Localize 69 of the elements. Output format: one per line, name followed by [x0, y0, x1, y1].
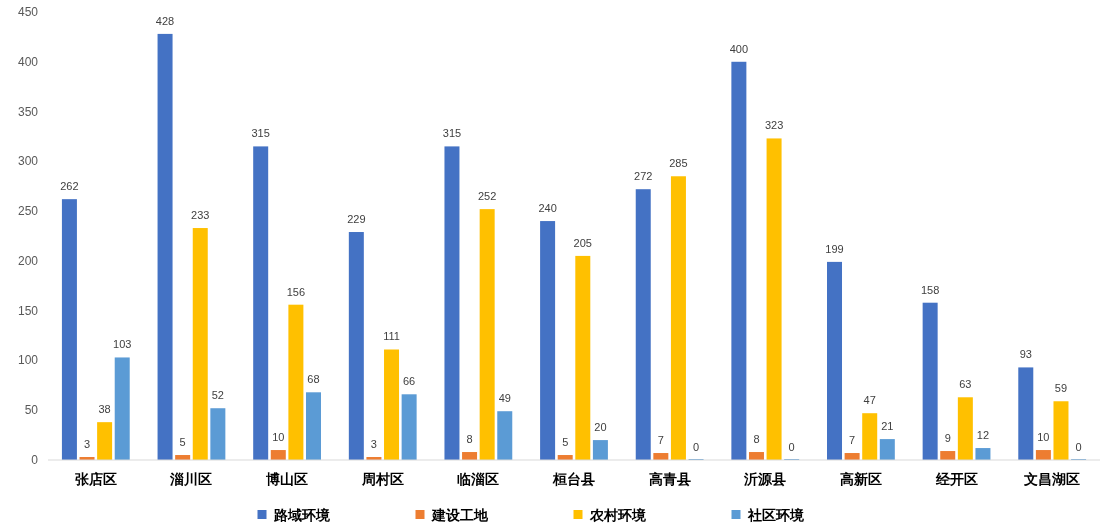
x-tick-label: 文昌湖区 — [1023, 471, 1081, 487]
data-label: 315 — [442, 127, 462, 140]
data-label: 156 — [286, 285, 306, 298]
data-label: 103 — [113, 338, 132, 351]
y-tick-label: 300 — [17, 154, 39, 169]
data-label: 47 — [863, 394, 876, 407]
x-tick-label: 临淄区 — [457, 471, 500, 487]
x-tick-label: 博山区 — [265, 471, 309, 487]
data-label: 8 — [753, 433, 760, 446]
x-tick-label: 高新区 — [839, 471, 882, 487]
y-tick-label: 400 — [17, 54, 39, 69]
data-label: 93 — [1019, 348, 1032, 361]
data-label: 428 — [155, 14, 175, 27]
data-label: 66 — [403, 375, 416, 388]
y-tick-label: 50 — [24, 403, 39, 418]
data-label: 52 — [211, 389, 224, 402]
data-label: 400 — [729, 42, 749, 55]
data-label: 49 — [498, 392, 511, 405]
data-label: 5 — [179, 436, 186, 449]
x-tick-label: 周村区 — [360, 471, 404, 487]
data-label: 21 — [881, 420, 894, 433]
data-label: 262 — [60, 180, 79, 193]
data-label: 12 — [976, 429, 990, 442]
data-label: 323 — [764, 119, 784, 132]
data-label: 68 — [307, 373, 320, 386]
x-tick-label: 桓台县 — [552, 471, 595, 487]
data-label: 285 — [669, 157, 688, 170]
data-label: 3 — [83, 438, 91, 451]
legend-label: 农村环境 — [588, 507, 647, 523]
data-label: 199 — [825, 242, 844, 255]
data-label: 229 — [347, 213, 366, 226]
data-label: 252 — [477, 190, 497, 203]
data-label: 3 — [370, 438, 377, 451]
data-label: 0 — [788, 441, 795, 453]
y-tick-label: 250 — [17, 204, 39, 219]
x-tick-label: 经开区 — [934, 471, 978, 487]
x-tick-label: 张店区 — [74, 471, 117, 487]
data-label: 205 — [573, 236, 592, 249]
y-tick-label: 200 — [17, 253, 39, 268]
x-tick-label: 沂源县 — [743, 471, 787, 487]
data-label: 0 — [692, 441, 700, 453]
data-label: 5 — [562, 436, 569, 449]
y-tick-label: 100 — [17, 353, 39, 368]
legend-label: 路域环境 — [272, 507, 331, 523]
y-tick-label: 150 — [17, 303, 39, 318]
y-tick-label: 450 — [17, 5, 39, 19]
data-label: 158 — [920, 283, 940, 296]
data-label: 63 — [959, 378, 972, 391]
data-label: 9 — [944, 432, 951, 445]
legend-label: 社区环境 — [746, 507, 805, 523]
y-tick-label: 350 — [17, 104, 39, 119]
data-label: 38 — [98, 403, 111, 416]
y-tick-label: 0 — [31, 453, 39, 467]
data-label: 59 — [1054, 382, 1068, 395]
data-label: 20 — [594, 421, 607, 434]
data-label: 10 — [272, 431, 285, 444]
data-label: 272 — [634, 170, 653, 183]
data-label: 111 — [383, 330, 400, 343]
data-label: 8 — [466, 433, 473, 446]
data-label: 233 — [191, 209, 210, 222]
data-label: 7 — [849, 434, 856, 447]
data-label: 315 — [251, 127, 270, 140]
data-label: 10 — [1037, 431, 1050, 444]
data-label: 240 — [538, 202, 557, 215]
data-label: 0 — [1075, 441, 1082, 453]
x-tick-label: 高青县 — [648, 471, 691, 487]
legend-label: 建设工地 — [430, 507, 489, 523]
x-tick-label: 淄川区 — [169, 471, 213, 487]
data-label: 7 — [657, 434, 664, 447]
